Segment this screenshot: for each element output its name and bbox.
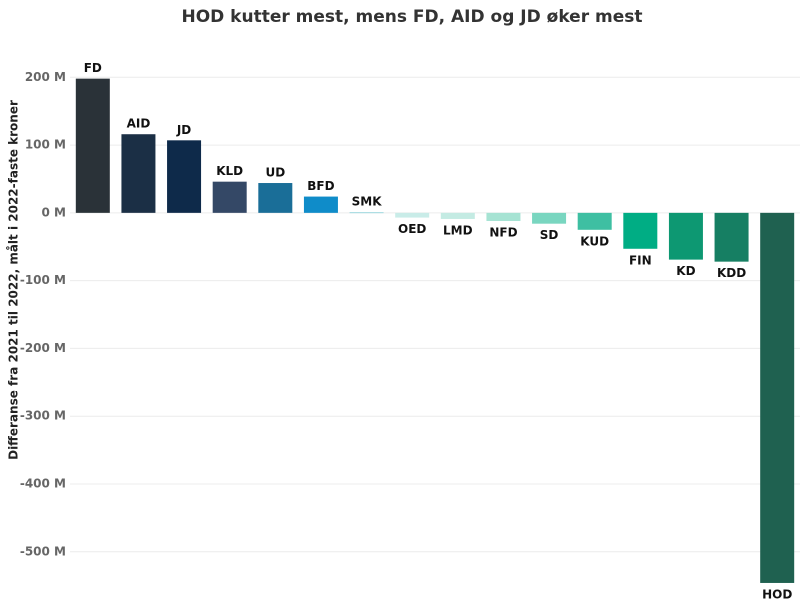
bar-label: FD — [84, 61, 102, 75]
bar-label: KUD — [580, 234, 609, 248]
y-tick-label: -500 M — [20, 544, 66, 558]
bar-label: UD — [265, 166, 285, 180]
y-tick-label: 200 M — [25, 70, 66, 84]
bar — [349, 212, 384, 214]
bar — [75, 78, 110, 213]
bar-label: LMD — [443, 223, 473, 237]
y-tick-label: -200 M — [20, 341, 66, 355]
bar-label: KDD — [717, 266, 746, 280]
bar — [623, 212, 658, 249]
bar — [440, 212, 475, 219]
bar-label: KLD — [216, 164, 243, 178]
bar-label: SD — [540, 228, 559, 242]
chart-title: HOD kutter mest, mens FD, AID og JD øker… — [181, 7, 642, 27]
bar — [167, 140, 202, 213]
bar — [395, 212, 430, 218]
bar-label: AID — [127, 117, 151, 131]
bar — [760, 212, 795, 583]
y-tick-label: -100 M — [20, 273, 66, 287]
bar — [714, 212, 749, 262]
bar — [532, 212, 567, 224]
y-tick-label: 0 M — [42, 205, 66, 219]
bar — [258, 183, 293, 213]
bar — [668, 212, 703, 260]
bar-label: HOD — [762, 587, 792, 601]
bar — [121, 134, 156, 213]
y-axis-label: Differanse fra 2021 til 2022, målt i 202… — [7, 100, 21, 460]
bar-label: BFD — [307, 179, 334, 193]
bar — [212, 181, 247, 213]
bar — [577, 212, 612, 230]
bar-label: FIN — [629, 253, 652, 267]
bar-label: KD — [676, 264, 695, 278]
bar-label: OED — [398, 222, 426, 236]
y-tick-label: -300 M — [20, 409, 66, 423]
y-tick-label: -400 M — [20, 476, 66, 490]
bar-label: SMK — [352, 195, 383, 209]
y-tick-label: 100 M — [25, 138, 66, 152]
bar-label: NFD — [489, 225, 517, 239]
bar-label: JD — [176, 123, 191, 137]
bar — [486, 212, 521, 221]
bar — [303, 196, 338, 213]
